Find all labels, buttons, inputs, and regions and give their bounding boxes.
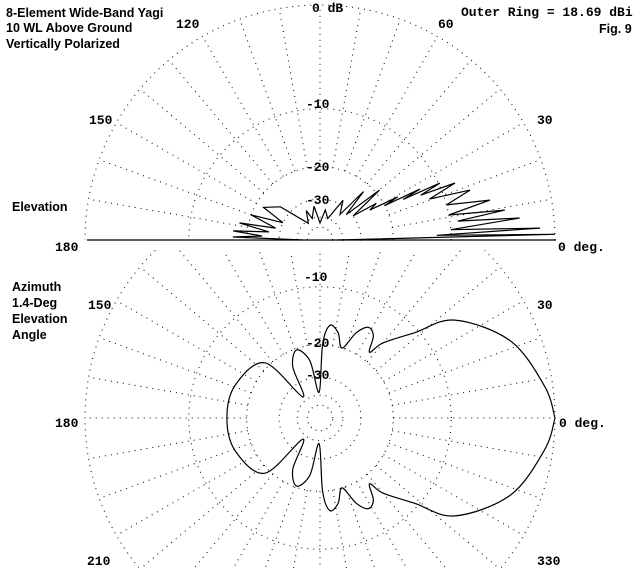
elev-angle-120: 120	[176, 17, 200, 32]
azimuth-grid-spoke	[292, 490, 308, 569]
title-line-1: 8-Element Wide-Band Yagi	[6, 6, 163, 20]
elevation-grid-spoke	[332, 10, 361, 168]
elevation-label: Elevation	[12, 200, 68, 214]
az-angle-150: 150	[88, 298, 112, 313]
elevation-grid-spoke	[279, 10, 308, 168]
azimuth-grid-spoke	[100, 442, 252, 499]
azimuth-grid-spoke	[375, 464, 500, 569]
azimuth-grid-spoke	[100, 337, 252, 394]
elevation-grid-spoke	[366, 60, 471, 185]
elevation-pattern	[232, 182, 555, 241]
elev-ring-label-30: -30	[306, 193, 330, 208]
elevation-grid-spoke	[356, 37, 438, 177]
azimuth-grid-spoke	[344, 486, 375, 568]
azimuth-label-4: Angle	[12, 328, 47, 342]
elev-ring-label-0db: 0 dB	[312, 1, 343, 16]
azimuth-grid-spoke	[232, 481, 284, 569]
azimuth-grid-spoke	[140, 464, 265, 569]
azimuth-grid-spoke	[258, 251, 296, 350]
az-angle-0: 0 deg.	[559, 416, 606, 431]
azimuth-grid-ring	[296, 394, 344, 442]
azimuth-grid-spoke	[117, 454, 257, 536]
azimuth-grid-ring	[246, 344, 394, 492]
azimuth-grid-spoke	[178, 249, 274, 363]
azimuth-grid-spoke	[383, 454, 523, 536]
azimuth-label-1: Azimuth	[12, 280, 61, 294]
azimuth-grid-spoke	[117, 300, 257, 382]
azimuth-grid-spoke	[383, 300, 523, 382]
az-angle-180: 180	[55, 416, 79, 431]
elevation-grid-spoke	[202, 37, 284, 177]
elevation-grid-ring	[306, 226, 334, 241]
azimuth-label-2: 1.4-Deg	[12, 296, 57, 310]
title-line-2: 10 WL Above Ground	[6, 21, 132, 35]
elev-angle-0: 0 deg.	[558, 240, 605, 255]
azimuth-grid-spoke	[392, 430, 550, 459]
azimuth-grid-spoke	[366, 473, 446, 568]
azimuth-grid-spoke	[332, 490, 348, 569]
az-ring-label-10: -10	[304, 270, 328, 285]
title-line-3: Vertically Polarized	[6, 37, 120, 51]
azimuth-grid-spoke	[140, 267, 265, 372]
az-angle-210: 210	[87, 554, 111, 569]
elevation-grid-spoke	[100, 159, 252, 216]
azimuth-grid-spoke	[332, 251, 350, 346]
az-angle-30: 30	[537, 298, 553, 313]
elev-angle-150: 150	[89, 113, 113, 128]
azimuth-trace	[226, 319, 556, 517]
elevation-grid-spoke	[90, 199, 248, 228]
elev-angle-30: 30	[537, 113, 553, 128]
elev-angle-180: 180	[55, 240, 79, 255]
elevation-grid-spoke	[383, 122, 523, 204]
azimuth-grid-spoke	[194, 473, 274, 568]
azimuth-pattern	[226, 319, 556, 517]
elev-angle-60: 60	[438, 17, 454, 32]
azimuth-grid-spoke	[290, 251, 308, 346]
azimuth-grid-spoke	[265, 486, 296, 568]
az-ring-label-20: -20	[306, 336, 330, 351]
az-ring-label-30: -30	[306, 368, 330, 383]
azimuth-label-3: Elevation	[12, 312, 68, 326]
elevation-grid-spoke	[375, 89, 500, 194]
azimuth-grid-spoke	[344, 251, 382, 350]
azimuth-grid-spoke	[375, 267, 500, 372]
azimuth-grid-ring	[84, 250, 556, 568]
azimuth-grid-ring	[306, 404, 334, 432]
figure-label: Fig. 9	[599, 22, 632, 36]
azimuth-grid-spoke	[90, 377, 248, 406]
outer-ring-label: Outer Ring = 18.69 dBi	[461, 5, 633, 20]
azimuth-grid-spoke	[356, 481, 408, 569]
azimuth-grid-spoke	[90, 430, 248, 459]
elevation-trace	[232, 182, 555, 241]
azimuth-grid-spoke	[392, 377, 550, 406]
elev-ring-label-10: -10	[306, 97, 330, 112]
azimuth-grid	[84, 249, 556, 569]
elevation-grid-spoke	[117, 122, 257, 204]
elevation-grid-spoke	[239, 20, 296, 172]
elevation-grid-spoke	[169, 60, 274, 185]
elevation-grid-spoke	[140, 89, 265, 194]
elevation-grid-spoke	[344, 20, 401, 172]
elevation-grid-spoke	[388, 159, 540, 216]
elev-ring-label-20: -20	[306, 160, 330, 175]
az-angle-330: 330	[537, 554, 561, 569]
